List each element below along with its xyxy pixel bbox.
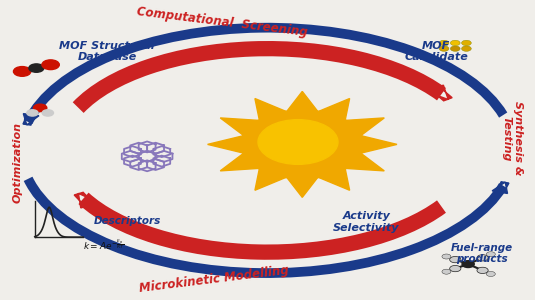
- Circle shape: [462, 46, 471, 51]
- Circle shape: [449, 266, 461, 272]
- Polygon shape: [287, 92, 317, 111]
- Circle shape: [486, 272, 495, 277]
- Polygon shape: [208, 136, 243, 153]
- Circle shape: [450, 40, 460, 46]
- Circle shape: [42, 60, 59, 70]
- Text: Computational  Screening: Computational Screening: [136, 5, 308, 39]
- Polygon shape: [220, 154, 258, 171]
- Circle shape: [27, 110, 38, 116]
- Circle shape: [29, 64, 44, 72]
- Circle shape: [462, 40, 471, 46]
- Text: MOF
Candidate: MOF Candidate: [404, 41, 468, 62]
- FancyArrow shape: [492, 182, 509, 194]
- Circle shape: [258, 120, 338, 164]
- Polygon shape: [346, 118, 384, 135]
- Polygon shape: [287, 178, 317, 197]
- Circle shape: [241, 110, 364, 179]
- Circle shape: [462, 261, 474, 268]
- Circle shape: [477, 255, 488, 261]
- Circle shape: [449, 256, 461, 263]
- Text: Optimization: Optimization: [12, 122, 22, 203]
- Circle shape: [442, 269, 451, 274]
- Circle shape: [439, 40, 449, 46]
- FancyArrow shape: [23, 114, 39, 125]
- Text: $k = Ae^{-\frac{E_a}{RT}}$: $k = Ae^{-\frac{E_a}{RT}}$: [83, 238, 125, 252]
- Polygon shape: [220, 118, 258, 135]
- Polygon shape: [255, 169, 286, 190]
- Circle shape: [477, 267, 488, 274]
- Polygon shape: [362, 136, 397, 153]
- Text: Synthesis &
Testing: Synthesis & Testing: [502, 101, 523, 176]
- Text: Microkinetic Modelling: Microkinetic Modelling: [139, 263, 289, 295]
- Polygon shape: [255, 98, 286, 120]
- Polygon shape: [346, 154, 384, 171]
- Circle shape: [42, 110, 54, 116]
- Circle shape: [439, 46, 449, 51]
- FancyArrow shape: [426, 85, 452, 101]
- Text: Fuel-range
products: Fuel-range products: [450, 243, 513, 264]
- Circle shape: [442, 254, 451, 259]
- Circle shape: [13, 67, 31, 76]
- Text: MOF Structural
Database: MOF Structural Database: [59, 41, 155, 62]
- Polygon shape: [319, 98, 350, 120]
- FancyArrow shape: [74, 192, 99, 208]
- Text: Activity
Selectivity: Activity Selectivity: [333, 212, 400, 233]
- Circle shape: [450, 46, 460, 51]
- Text: Descriptors: Descriptors: [94, 216, 161, 226]
- Polygon shape: [319, 169, 350, 190]
- Circle shape: [34, 104, 47, 112]
- Circle shape: [486, 252, 495, 257]
